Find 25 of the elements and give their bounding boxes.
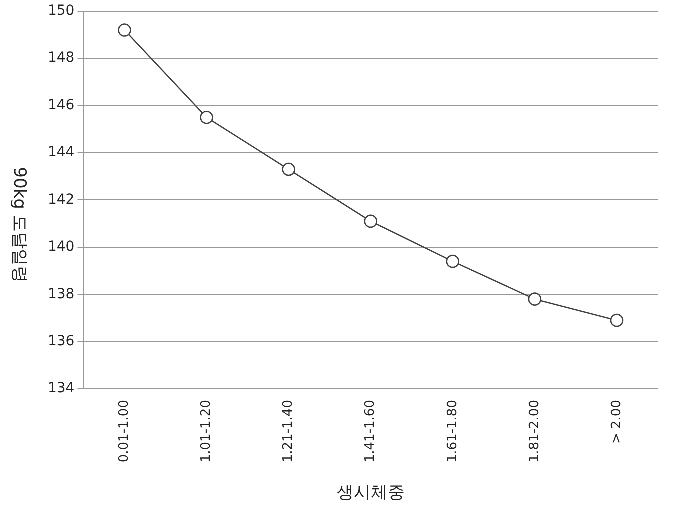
x-tick-label: 1.21-1.40 <box>281 400 296 463</box>
y-tick-label: 150 <box>48 3 75 20</box>
y-tick-label: 138 <box>48 286 75 302</box>
point <box>282 162 296 176</box>
x-tick-label: 1.41-1.60 <box>363 400 378 463</box>
y-tick-label: 146 <box>48 97 75 114</box>
y-tick-label: 142 <box>48 192 75 208</box>
y-tick-label: 136 <box>48 333 75 350</box>
point <box>364 214 378 228</box>
x-axis-title: 생시체중 <box>336 483 405 504</box>
x-tick-label: 1.61-1.80 <box>445 400 460 463</box>
point <box>528 292 542 306</box>
x-tick-label: 1.81-2.00 <box>527 400 542 463</box>
point <box>200 110 214 124</box>
y-tick-label: 140 <box>48 239 75 256</box>
y-tick-label: 144 <box>48 144 75 161</box>
point <box>610 314 624 328</box>
y-axis-title: 90kg 도달일령 <box>8 167 30 283</box>
y-tick-label: 148 <box>48 50 75 66</box>
x-tick-label: 1.01-1.20 <box>199 400 214 463</box>
x-tick-label: > 2.00 <box>609 400 624 444</box>
point <box>118 24 132 37</box>
point <box>446 254 460 268</box>
x-tick-label: 0.01-1.00 <box>117 400 132 463</box>
y-tick-label: 134 <box>48 380 75 397</box>
